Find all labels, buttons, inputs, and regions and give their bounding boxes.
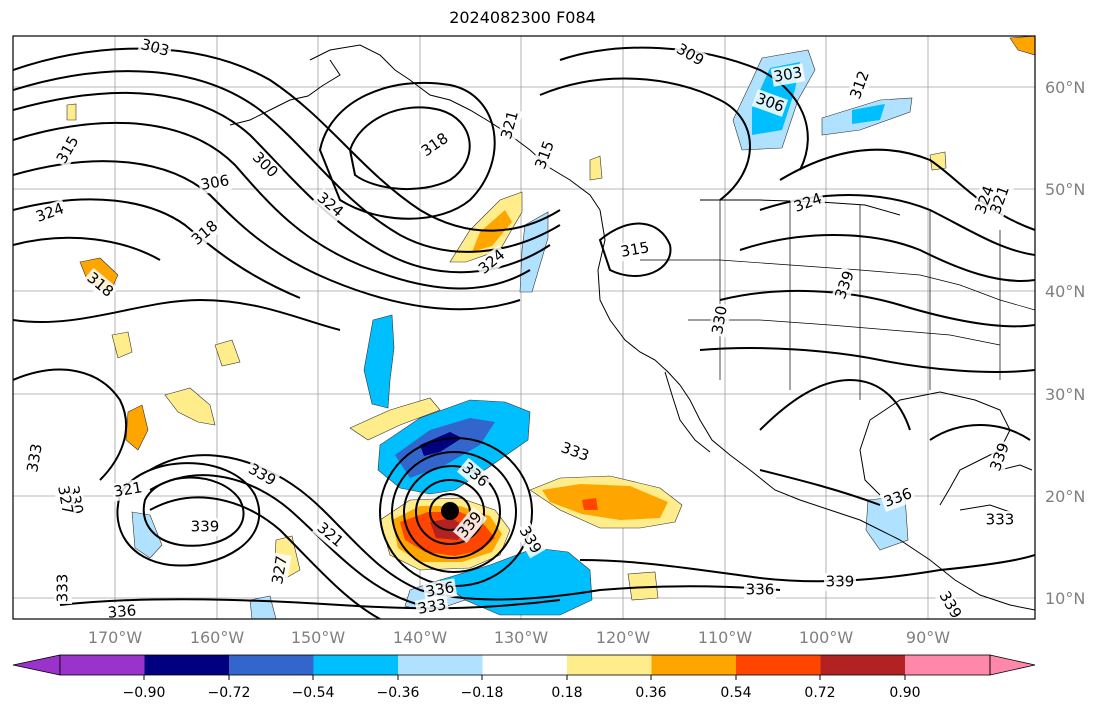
colorbar-segment (229, 655, 314, 675)
positive-shade-east-core (542, 484, 668, 520)
figure-title: 2024082300 F084 (449, 8, 596, 27)
contour-lines (13, 46, 1035, 619)
latitude-tick-label: 10°N (1045, 589, 1085, 608)
negative-shade-sw (131, 511, 163, 559)
contour-label: 327 (268, 554, 291, 585)
longitude-tick-label: 140°W (393, 628, 448, 647)
colorbar: −0.90 −0.72 −0.54 −0.36 −0.18 0.18 0.36 0.54 0.7… (12, 654, 1036, 701)
contour-label: 336 (746, 581, 775, 599)
latitude-tick-label: 50°N (1045, 180, 1085, 199)
contour-label: 315 (619, 238, 650, 261)
colorbar-segment (398, 655, 483, 675)
contour-label: 327 (54, 484, 77, 515)
positive-shade-west-5 (214, 339, 241, 367)
contour-label: 339 (191, 518, 220, 536)
latitude-tick-label: 20°N (1045, 487, 1085, 506)
colorbar-tick-label: 0.36 (635, 685, 666, 701)
latitude-tick-label: 30°N (1045, 385, 1085, 404)
positive-shade-nw-small (66, 103, 77, 121)
colorbar-segment (651, 655, 737, 675)
colorbar-tick-label: 0.18 (551, 685, 582, 701)
contour-label: 333 (416, 595, 447, 618)
contour-label: 333 (986, 511, 1015, 529)
positive-shade-mid-2 (589, 155, 603, 181)
colorbar-tick-label: 0.72 (804, 685, 835, 701)
colorbar-segment (736, 655, 821, 675)
contour-label: 336 (424, 578, 455, 601)
longitude-tick-label: 130°W (494, 628, 549, 647)
colorbar-segment (313, 655, 399, 675)
positive-shade-west-2 (125, 404, 149, 451)
longitude-tick-label: 90°W (906, 628, 950, 647)
longitude-tick-label: 110°W (698, 628, 753, 647)
colorbar-segment (482, 655, 568, 675)
contour-label: 306 (199, 171, 230, 194)
contour-label: 339 (826, 573, 855, 591)
contour-label: 336 (107, 601, 137, 621)
colorbar-tick-label: −0.90 (123, 685, 166, 701)
negative-shade-ne-core (852, 104, 885, 124)
longitude-tick-label: 170°W (88, 628, 143, 647)
latitude-tick-label: 60°N (1045, 78, 1085, 97)
longitude-tick-label: 120°W (596, 628, 651, 647)
contour-label: 321 (112, 478, 143, 501)
positive-shade-storm-north-band (349, 397, 441, 441)
longitude-tick-labels: 170°W 160°W 150°W 140°W 130°W 120°W 110°W 100°W… (88, 628, 950, 647)
positive-shade-east-deep (582, 498, 598, 510)
coastlines (229, 44, 1035, 611)
positive-shade-se-small (627, 571, 659, 601)
contour-label: 303 (139, 35, 171, 60)
colorbar-extend-right (989, 654, 1036, 676)
latitude-tick-labels: 60°N 50°N 40°N 30°N 20°N 10°N (1045, 78, 1085, 608)
contour-label: 333 (54, 574, 72, 603)
map-frame (12, 35, 1036, 620)
colorbar-segment (567, 655, 652, 675)
longitude-tick-label: 160°W (190, 628, 245, 647)
negative-shade-west (363, 314, 395, 409)
storm-center-marker (441, 502, 459, 520)
colorbar-segment (144, 655, 230, 675)
longitude-tick-label: 150°W (291, 628, 346, 647)
colorbar-extend-left (12, 654, 61, 676)
positive-shade-west-4 (111, 331, 133, 359)
colorbar-tick-label: 0.54 (720, 685, 751, 701)
colorbar-tick-label: −0.36 (377, 685, 420, 701)
colorbar-tick-label: −0.18 (461, 685, 504, 701)
colorbar-segment (60, 655, 145, 675)
contour-label: 333 (23, 442, 46, 473)
positive-shade-west-3 (164, 387, 216, 426)
colorbar-segment (905, 655, 990, 675)
positive-shade-far-ne (1009, 36, 1035, 56)
positive-shade-ne-small (929, 151, 947, 171)
contour-label: 303 (772, 63, 803, 86)
colorbar-tick-label: 0.90 (889, 685, 920, 701)
longitude-tick-label: 100°W (799, 628, 854, 647)
colorbar-segment (820, 655, 906, 675)
contour-label: 330 (708, 304, 731, 335)
colorbar-tick-label: −0.72 (208, 685, 251, 701)
latitude-tick-label: 40°N (1045, 282, 1085, 301)
colorbar-tick-label: −0.54 (292, 685, 335, 701)
